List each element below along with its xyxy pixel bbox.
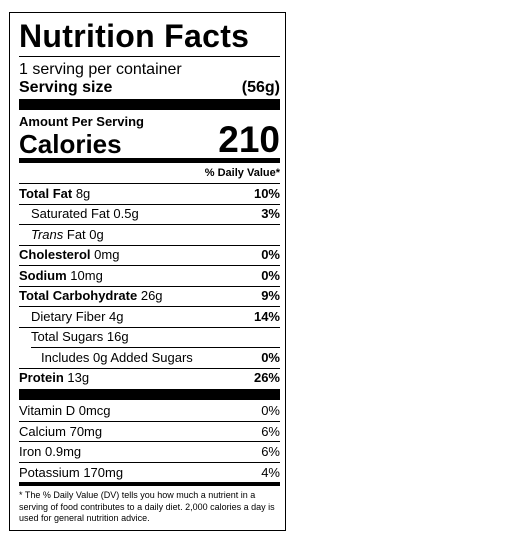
- nutrient-name: Dietary Fiber: [31, 308, 106, 324]
- vitamin-row: Potassium 170mg 4%: [19, 461, 280, 483]
- nutrient-amount: 10mg: [70, 267, 103, 283]
- thick-rule: [19, 389, 280, 400]
- nutrient-name: Saturated Fat: [31, 206, 110, 222]
- rule: [19, 56, 280, 57]
- daily-value: 6%: [261, 423, 280, 439]
- vitamin-name: Vitamin D: [19, 402, 76, 418]
- nutrient: Trans Fat 0g: [19, 227, 104, 242]
- nutrient-name: Sodium: [19, 267, 67, 283]
- nutrient-name: Total Sugars: [31, 329, 104, 345]
- vitamin: Calcium 70mg: [19, 424, 102, 439]
- calories-label: Calories: [19, 129, 122, 159]
- vitamin: Iron 0.9mg: [19, 444, 81, 459]
- amount-per-serving: Amount Per Serving: [19, 114, 144, 129]
- nutrient-amount: 0mg: [94, 247, 120, 263]
- footnote: * The % Daily Value (DV) tells you how m…: [19, 490, 275, 523]
- nutrient-amount: 8g: [75, 185, 91, 201]
- daily-value: 0%: [261, 349, 280, 365]
- nutrient-row: Sodium 10mg 0%: [19, 265, 280, 286]
- nutrient: Total Fat 8g: [19, 186, 90, 201]
- nutrient-row: Total Fat 8g 10%: [19, 183, 280, 204]
- vitamin-amount: 0.9mg: [45, 444, 82, 460]
- nutrient-row: Total Sugars 16g: [19, 326, 280, 348]
- nutrient-name: Trans: [31, 226, 64, 242]
- vitamin-amount: 70mg: [69, 423, 103, 439]
- medium-rule: [19, 158, 280, 163]
- nutrient: Cholesterol 0mg: [19, 247, 119, 262]
- row-rule: [19, 367, 280, 369]
- row-rule: [19, 326, 280, 328]
- daily-value: 3%: [261, 206, 280, 222]
- nutrient-name: Cholesterol: [19, 247, 91, 263]
- row-rule: [19, 285, 280, 287]
- nutrient-row: Protein 13g 26%: [19, 367, 280, 389]
- calories-value: 210: [218, 119, 280, 160]
- row-rule: [19, 265, 280, 266]
- title: Nutrition Facts: [19, 18, 250, 54]
- row-rule: [19, 224, 280, 225]
- vitamin-name: Iron: [19, 444, 42, 460]
- daily-value: 26%: [253, 370, 280, 386]
- nutrient: Total Sugars 16g: [19, 329, 129, 344]
- nutrient-name: Total Carbohydrate: [19, 288, 138, 304]
- row-rule: [19, 306, 280, 307]
- calories-row: Calories 210: [19, 119, 280, 160]
- serving-size-value: (56g): [241, 79, 280, 96]
- vitamin-amount: 170mg: [83, 464, 124, 480]
- servings: 1 serving per container: [19, 61, 182, 78]
- nutrition-label: Nutrition Facts 1 serving per container …: [9, 12, 286, 531]
- vitamin: Vitamin D 0mcg: [19, 403, 111, 418]
- nutrient-row: Total Carbohydrate 26g 9%: [19, 285, 280, 307]
- nutrient-amount: Fat 0g: [66, 226, 104, 242]
- vitamin-row: Vitamin D 0mcg 0%: [19, 400, 280, 421]
- vitamin: Potassium 170mg: [19, 465, 123, 480]
- nutrient: Dietary Fiber 4g: [19, 309, 124, 324]
- nutrient-amount: 26g: [140, 288, 163, 304]
- nutrient-amount: 4g: [109, 308, 124, 324]
- vitamin-name: Calcium: [19, 423, 66, 439]
- vitamin-row: Calcium 70mg 6%: [19, 420, 280, 442]
- nutrient: Saturated Fat 0.5g: [19, 206, 139, 221]
- row-rule: [19, 244, 280, 246]
- nutrient: Protein 13g: [19, 370, 89, 385]
- row-rule: [31, 347, 280, 348]
- daily-value: 4%: [261, 464, 280, 480]
- thick-rule: [19, 99, 280, 110]
- nutrient-name: Includes 0g Added Sugars: [41, 349, 193, 365]
- nutrient: Total Carbohydrate 26g: [19, 288, 163, 303]
- serving-size-row: Serving size (56g): [19, 79, 280, 97]
- daily-value: 6%: [261, 444, 280, 460]
- nutrient-amount: 13g: [67, 370, 90, 386]
- nutrient-row: Includes 0g Added Sugars 0%: [19, 347, 280, 368]
- vitamin-row: Iron 0.9mg 6%: [19, 441, 280, 462]
- daily-value: 0%: [261, 247, 280, 263]
- daily-value: 10%: [253, 185, 280, 201]
- vitamin-name: Potassium: [19, 464, 80, 480]
- nutrient-name: Total Fat: [19, 185, 73, 201]
- daily-value-header: % Daily Value*: [204, 167, 280, 179]
- daily-value: 0%: [261, 402, 280, 418]
- medium-rule: [19, 482, 280, 486]
- nutrient-row: Cholesterol 0mg 0%: [19, 244, 280, 266]
- daily-value: 0%: [261, 267, 280, 283]
- daily-value: 9%: [261, 288, 280, 304]
- vitamin-amount: 0mcg: [78, 402, 111, 418]
- nutrient-amount: 16g: [106, 329, 129, 345]
- nutrient-name: Protein: [19, 370, 64, 386]
- nutrient-row: Trans Fat 0g: [19, 224, 280, 245]
- nutrient: Includes 0g Added Sugars: [19, 350, 193, 365]
- nutrient-amount: 0.5g: [113, 206, 139, 222]
- nutrient-row: Dietary Fiber 4g 14%: [19, 306, 280, 327]
- nutrient: Sodium 10mg: [19, 268, 103, 283]
- row-rule: [19, 203, 280, 205]
- nutrient-row: Saturated Fat 0.5g 3%: [19, 203, 280, 225]
- row-rule: [19, 183, 280, 184]
- daily-value: 14%: [253, 308, 280, 324]
- serving-size-label: Serving size: [19, 79, 113, 96]
